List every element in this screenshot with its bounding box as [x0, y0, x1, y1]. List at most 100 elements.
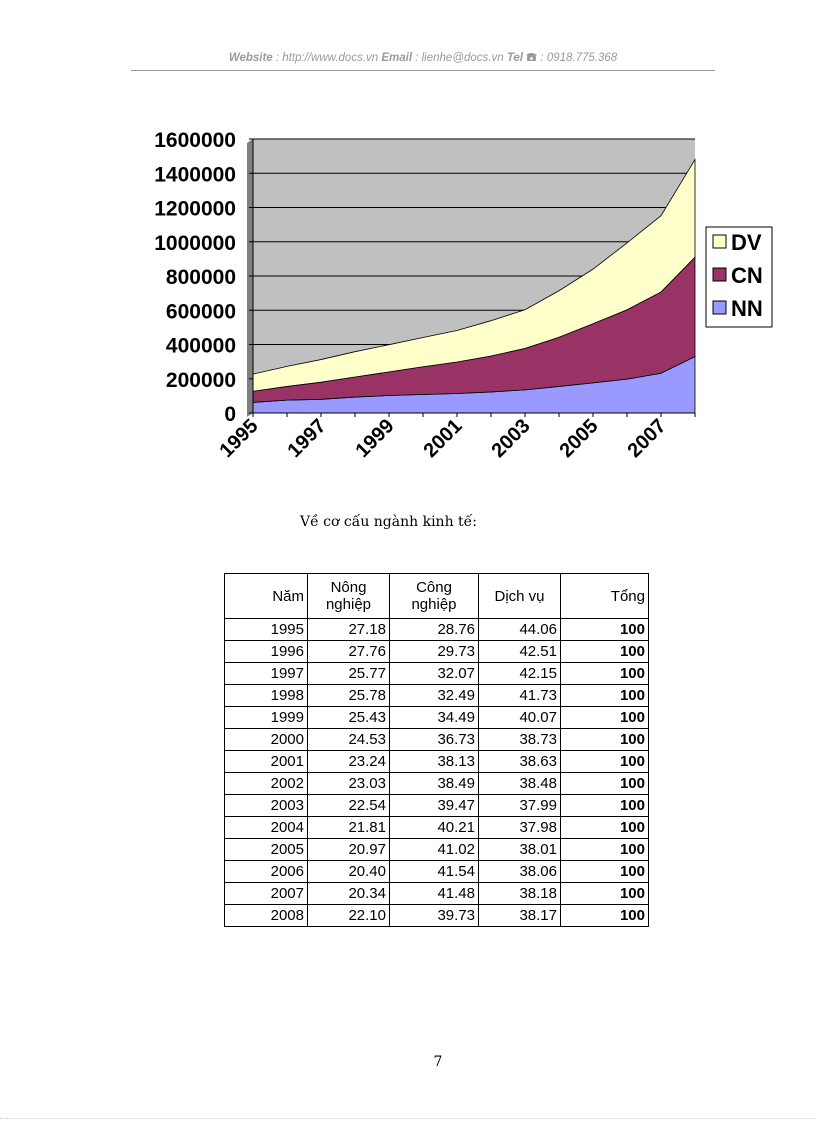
cell-total: 100: [560, 662, 649, 685]
header-agriculture: Nông nghiệp: [307, 573, 390, 619]
cell-year: 1996: [224, 640, 308, 663]
cell-industry: 39.73: [389, 904, 479, 927]
cell-year: 1998: [224, 684, 308, 707]
x-tick-label: 2007: [624, 415, 671, 462]
cell-year: 2003: [224, 794, 308, 817]
table-row: 2004 21.81 40.21 37.98 100: [224, 816, 649, 839]
x-tick-label: 2005: [556, 415, 603, 462]
y-tick-label: 1200000: [154, 198, 236, 221]
table-row: 2006 20.40 41.54 38.06 100: [224, 860, 649, 883]
cell-services: 38.01: [478, 838, 561, 861]
y-tick-label: 800000: [166, 266, 236, 289]
cell-services: 42.15: [478, 662, 561, 685]
cell-industry: 38.13: [389, 750, 479, 773]
legend-label-dv: DV: [731, 230, 762, 255]
table-row: 1996 27.76 29.73 42.51 100: [224, 640, 649, 663]
legend-swatch-cn: [712, 267, 727, 282]
cell-agriculture: 24.53: [307, 728, 390, 751]
x-tick-label: 2001: [420, 415, 467, 462]
cell-total: 100: [560, 684, 649, 707]
cell-year: 1997: [224, 662, 308, 685]
cell-services: 38.18: [478, 882, 561, 905]
x-tick-label: 1995: [216, 415, 263, 462]
cell-industry: 28.76: [389, 618, 479, 641]
header-services: Dịch vụ: [478, 573, 561, 619]
table-row: 2003 22.54 39.47 37.99 100: [224, 794, 649, 817]
y-tick-label: 1400000: [154, 163, 236, 186]
cell-total: 100: [560, 728, 649, 751]
cell-year: 2005: [224, 838, 308, 861]
legend-label-cn: CN: [731, 263, 763, 288]
cell-agriculture: 22.54: [307, 794, 390, 817]
stacked-area-chart: 0 200000 400000 600000 800000 1000000 1200000 1…: [154, 129, 773, 462]
x-tick-label: 1997: [284, 415, 331, 462]
cell-agriculture: 20.34: [307, 882, 390, 905]
cell-services: 38.63: [478, 750, 561, 773]
cell-agriculture: 25.77: [307, 662, 390, 685]
cell-agriculture: 20.97: [307, 838, 390, 861]
cell-industry: 32.07: [389, 662, 479, 685]
table-row: 2000 24.53 36.73 38.73 100: [224, 728, 649, 751]
legend-swatch-nn: [712, 300, 727, 315]
legend-label-nn: NN: [731, 296, 763, 321]
header-total: Tổng: [560, 573, 649, 619]
cell-industry: 29.73: [389, 640, 479, 663]
table-row: 2005 20.97 41.02 38.01 100: [224, 838, 649, 861]
cell-year: 2002: [224, 772, 308, 795]
table-row: 2002 23.03 38.49 38.48 100: [224, 772, 649, 795]
cell-agriculture: 27.18: [307, 618, 390, 641]
cell-year: 2001: [224, 750, 308, 773]
cell-industry: 38.49: [389, 772, 479, 795]
cell-services: 38.73: [478, 728, 561, 751]
bottom-rule: [0, 1118, 816, 1119]
cell-industry: 41.02: [389, 838, 479, 861]
header-industry: Công nghiệp: [389, 573, 479, 619]
y-tick-label: 200000: [166, 369, 236, 392]
table-header-row: Năm Nông nghiệp Công nghiệp Dịch vụ Tổng: [224, 573, 649, 619]
cell-agriculture: 20.40: [307, 860, 390, 883]
section-caption: Về cơ cấu ngành kinh tế:: [300, 514, 477, 530]
cell-services: 42.51: [478, 640, 561, 663]
cell-total: 100: [560, 794, 649, 817]
cell-industry: 32.49: [389, 684, 479, 707]
page-number: 7: [433, 1054, 443, 1070]
cell-industry: 41.48: [389, 882, 479, 905]
plot-side-wall: [247, 139, 253, 417]
cell-year: 1995: [224, 618, 308, 641]
table-row: 2007 20.34 41.48 38.18 100: [224, 882, 649, 905]
x-tick-label: 2003: [488, 415, 535, 462]
website-label: Website: [228, 52, 273, 64]
cell-year: 2008: [224, 904, 308, 927]
cell-year: 2004: [224, 816, 308, 839]
cell-agriculture: 25.78: [307, 684, 390, 707]
cell-total: 100: [560, 750, 649, 773]
email-label: Email: [381, 52, 413, 64]
table-row: 2001 23.24 38.13 38.63 100: [224, 750, 649, 773]
cell-industry: 34.49: [389, 706, 479, 729]
cell-total: 100: [560, 772, 649, 795]
cell-services: 38.17: [478, 904, 561, 927]
structure-table: Năm Nông nghiệp Công nghiệp Dịch vụ Tổng…: [224, 573, 649, 927]
cell-agriculture: 25.43: [307, 706, 390, 729]
cell-services: 38.48: [478, 772, 561, 795]
table-row: 1997 25.77 32.07 42.15 100: [224, 662, 649, 685]
page-header: Website : http://www.docs.vn Email : lie…: [131, 52, 715, 68]
cell-total: 100: [560, 706, 649, 729]
legend-swatch-dv: [712, 234, 727, 249]
cell-total: 100: [560, 904, 649, 927]
table-row: 1999 25.43 34.49 40.07 100: [224, 706, 649, 729]
email-value: : lienhe@docs.vn: [412, 52, 507, 64]
cell-year: 2007: [224, 882, 308, 905]
cell-industry: 36.73: [389, 728, 479, 751]
table-row: 1995 27.18 28.76 44.06 100: [224, 618, 649, 641]
y-tick-label: 600000: [166, 300, 236, 323]
y-tick-label: 1600000: [154, 129, 236, 152]
cell-agriculture: 23.24: [307, 750, 390, 773]
area-series-dv: [252, 158, 696, 392]
cell-total: 100: [560, 838, 649, 861]
cell-total: 100: [560, 882, 649, 905]
cell-services: 37.98: [478, 816, 561, 839]
cell-industry: 41.54: [389, 860, 479, 883]
cell-agriculture: 21.81: [307, 816, 390, 839]
tel-value: : 0918.775.368: [537, 52, 618, 64]
